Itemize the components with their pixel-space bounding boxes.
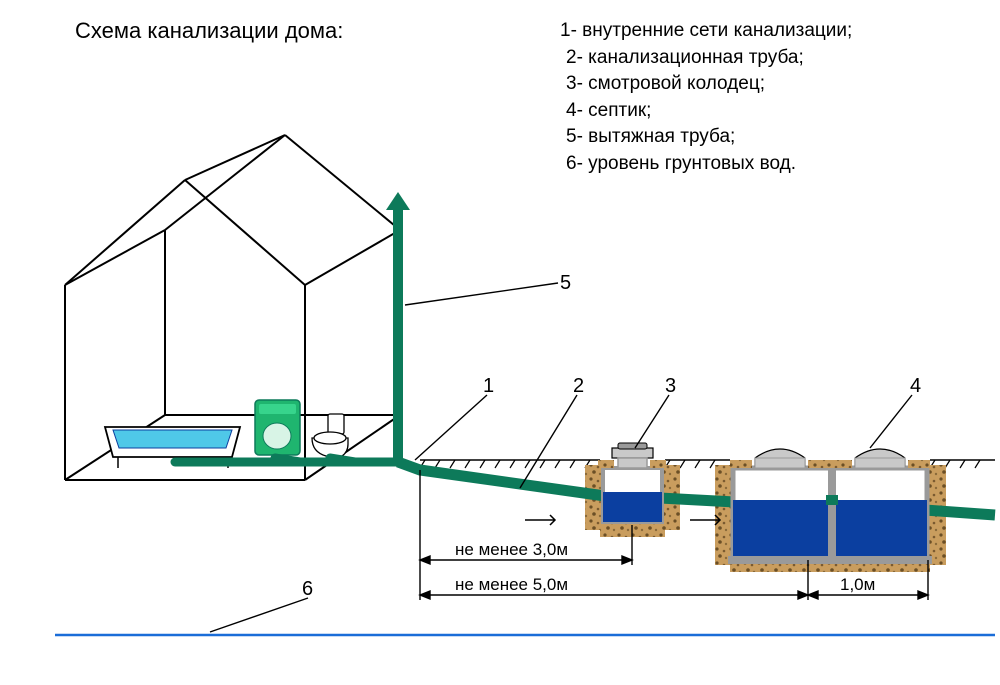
toilet — [312, 414, 348, 456]
inspection-well — [603, 443, 662, 522]
sewer-diagram — [0, 0, 1000, 685]
washer — [255, 400, 300, 455]
vent-pipe — [386, 192, 410, 460]
internal-pipes — [175, 458, 398, 462]
